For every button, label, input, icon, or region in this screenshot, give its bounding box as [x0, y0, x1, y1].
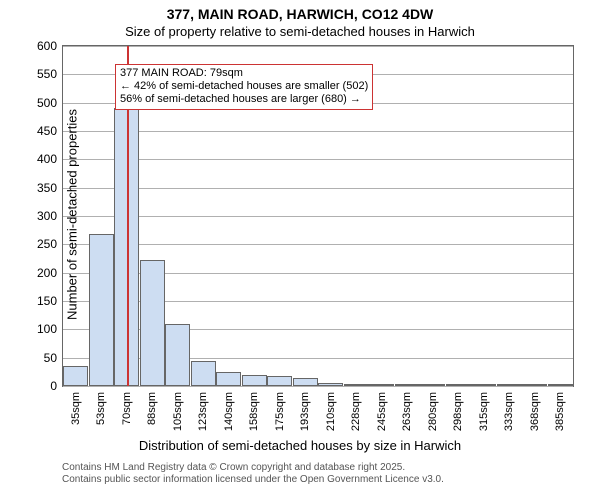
histogram-bar [267, 376, 292, 386]
annotation-line: 377 MAIN ROAD: 79sqm [120, 67, 368, 80]
x-tick-label: 315sqm [478, 392, 490, 431]
annotation-box: 377 MAIN ROAD: 79sqm← 42% of semi-detach… [115, 64, 373, 110]
histogram-bar [548, 384, 573, 386]
histogram-bar [446, 384, 471, 386]
y-axis-label: Number of semi-detached properties [65, 45, 80, 385]
x-tick-label: 298sqm [452, 392, 464, 431]
gridline [63, 244, 573, 245]
x-tick-label: 70sqm [121, 392, 133, 425]
x-tick-label: 158sqm [248, 392, 260, 431]
histogram-bar [395, 384, 420, 386]
attribution-line-1: Contains HM Land Registry data © Crown c… [62, 462, 444, 474]
y-tick-label: 550 [37, 67, 57, 81]
x-tick-label: 88sqm [146, 392, 158, 425]
y-tick-label: 500 [37, 96, 57, 110]
x-tick-label: 333sqm [503, 392, 515, 431]
y-tick-label: 600 [37, 39, 57, 53]
chart-subtitle: Size of property relative to semi-detach… [0, 24, 600, 39]
histogram-bar [242, 375, 267, 386]
plot-area: 05010015020025030035040045050055060035sq… [62, 45, 574, 387]
gridline [63, 46, 573, 47]
gridline [63, 131, 573, 132]
x-tick-label: 280sqm [427, 392, 439, 431]
histogram-bar [165, 324, 190, 386]
x-tick-label: 368sqm [529, 392, 541, 431]
gridline [63, 188, 573, 189]
x-tick-label: 105sqm [172, 392, 184, 431]
x-axis-label: Distribution of semi-detached houses by … [0, 438, 600, 453]
gridline [63, 159, 573, 160]
histogram-bar [140, 260, 165, 386]
histogram-bar [344, 384, 369, 386]
y-tick-label: 0 [50, 379, 57, 393]
annotation-line: 56% of semi-detached houses are larger (… [120, 93, 368, 106]
x-tick-label: 228sqm [350, 392, 362, 431]
y-tick-label: 200 [37, 266, 57, 280]
histogram-bar [318, 383, 343, 386]
attribution-line-2: Contains public sector information licen… [62, 474, 444, 486]
x-tick-label: 175sqm [274, 392, 286, 431]
gridline [63, 216, 573, 217]
annotation-line: ← 42% of semi-detached houses are smalle… [120, 80, 368, 93]
y-tick-label: 50 [44, 351, 57, 365]
attribution: Contains HM Land Registry data © Crown c… [62, 462, 444, 486]
histogram-bar [191, 361, 216, 387]
y-tick-label: 450 [37, 124, 57, 138]
x-tick-label: 140sqm [223, 392, 235, 431]
x-tick-label: 123sqm [197, 392, 209, 431]
chart-container: { "chart": { "type": "histogram", "title… [0, 0, 600, 500]
histogram-bar [471, 384, 496, 386]
x-tick-label: 53sqm [95, 392, 107, 425]
x-tick-label: 35sqm [70, 392, 82, 425]
histogram-bar [369, 384, 394, 386]
x-tick-label: 385sqm [554, 392, 566, 431]
x-tick-label: 263sqm [401, 392, 413, 431]
y-tick-label: 400 [37, 152, 57, 166]
x-tick-label: 210sqm [325, 392, 337, 431]
histogram-bar [522, 384, 547, 386]
histogram-bar [420, 384, 445, 386]
y-tick-label: 250 [37, 237, 57, 251]
histogram-bar [293, 378, 318, 387]
histogram-bar [497, 384, 522, 386]
y-tick-label: 350 [37, 181, 57, 195]
histogram-bar [216, 372, 241, 386]
y-tick-label: 100 [37, 322, 57, 336]
y-tick-label: 300 [37, 209, 57, 223]
histogram-bar [89, 234, 114, 386]
gridline [63, 386, 573, 387]
x-tick-label: 245sqm [376, 392, 388, 431]
x-tick-label: 193sqm [299, 392, 311, 431]
chart-title: 377, MAIN ROAD, HARWICH, CO12 4DW [0, 6, 600, 22]
y-tick-label: 150 [37, 294, 57, 308]
